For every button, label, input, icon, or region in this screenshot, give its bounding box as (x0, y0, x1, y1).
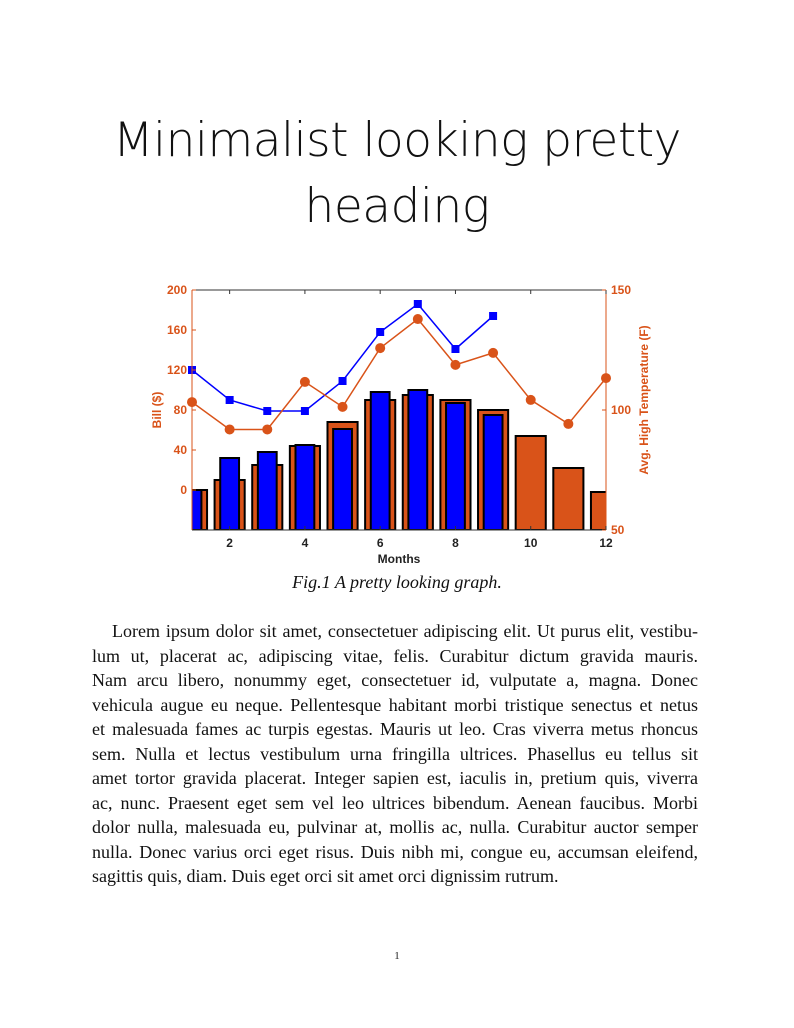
bar-blue (482, 414, 504, 530)
marker-circle (375, 343, 386, 354)
bar-blue (445, 402, 466, 530)
body-paragraph: Lorem ipsum dolor sit amet, consectetuer… (92, 619, 698, 889)
marker-circle (563, 418, 574, 429)
y-axis-label: Bill ($) (150, 392, 164, 429)
bar-orange (552, 467, 585, 530)
y-tick-label: 120 (167, 363, 187, 377)
marker-square (451, 345, 460, 353)
page-number: 1 (394, 950, 400, 962)
marker-square (376, 328, 385, 336)
bar-orange (514, 435, 547, 530)
line-blue (192, 302, 494, 412)
paragraph-line: Lorem ipsum dolor sit amet, consectetuer… (112, 621, 698, 641)
y-right-tick-label: 100 (611, 403, 631, 417)
line-orange (192, 318, 606, 431)
marker-square (413, 300, 422, 308)
bar-blue (219, 457, 241, 530)
y-right-axis-label: Avg. High Temperature (F) (637, 325, 651, 474)
marker-square (300, 407, 309, 415)
y-tick-label: 80 (174, 403, 188, 417)
paragraph-line: sagittis quis, diam. Duis eget orci sit … (92, 866, 559, 886)
x-tick-label: 2 (226, 536, 233, 550)
marker-square (225, 396, 234, 404)
y-right-tick-label: 50 (611, 523, 625, 537)
paragraph-line: nulla. Donec varius orci eget risus. Dui… (92, 841, 698, 862)
y-tick-label: 200 (167, 283, 187, 297)
x-tick-label: 8 (452, 536, 459, 550)
marker-square (489, 312, 498, 320)
paragraph-line: dolor nulla, malesuada eu, pulvinar at, … (92, 817, 698, 837)
x-tick-label: 6 (377, 536, 384, 550)
plot-area (192, 302, 606, 530)
bar-blue (294, 444, 316, 530)
heading-line: Minimalist looking pretty (112, 113, 682, 168)
marker-square (338, 377, 347, 385)
paragraph-line: Nam arcu libero, nonummy eget, consectet… (92, 670, 698, 690)
bill-temperature-chart: 2 4 6 8 10 120408012016020050100150MonthsBill… (150, 283, 651, 566)
bar-blue (407, 389, 429, 530)
bar-orange (589, 491, 606, 530)
marker-circle (262, 424, 273, 435)
bar-blue (332, 428, 353, 530)
y-tick-label: 40 (174, 443, 188, 457)
marker-square (263, 407, 272, 415)
bar-blue (256, 451, 278, 530)
marker-circle (450, 359, 461, 370)
marker-circle (525, 394, 536, 405)
bar-blue (369, 391, 391, 530)
paragraph-line: sem. Nulla et lectus vestibulum urna fri… (92, 743, 698, 764)
figure-caption: Fig.1 A pretty looking graph. (292, 572, 502, 592)
paragraph-line: ac, nunc. Praesent eget sem vel leo ultr… (92, 792, 698, 813)
paragraph-line: lum ut, placerat ac, adipiscing vitae, f… (92, 645, 698, 666)
y-tick-label: 160 (167, 323, 187, 337)
y-tick-label: 0 (180, 483, 187, 497)
y-right-tick-label: 150 (611, 283, 631, 297)
x-tick-label: 10 (524, 536, 538, 550)
heading-line: heading (304, 179, 490, 234)
marker-circle (488, 347, 499, 358)
marker-circle (299, 376, 310, 387)
bar-blue (192, 489, 203, 530)
page-heading: Minimalist looking pretty heading (0, 108, 794, 240)
x-tick-label: 12 (599, 536, 613, 550)
paragraph-line: vehicula augue eu neque. Pellentesque ha… (92, 694, 698, 715)
x-axis-label: Months (378, 552, 421, 566)
marker-circle (337, 401, 348, 412)
x-tick-label: 4 (302, 536, 309, 550)
paragraph-line: et malesuada fames ac turpis egestas. Ma… (92, 719, 698, 739)
marker-circle (224, 424, 235, 435)
paragraph-line: amet tortor gravida placerat. Integer sa… (92, 768, 698, 788)
marker-circle (412, 314, 423, 325)
